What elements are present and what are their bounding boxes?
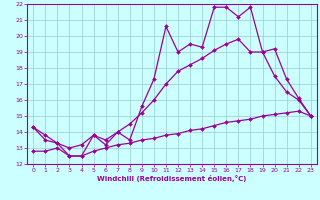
X-axis label: Windchill (Refroidissement éolien,°C): Windchill (Refroidissement éolien,°C) [97,175,247,182]
